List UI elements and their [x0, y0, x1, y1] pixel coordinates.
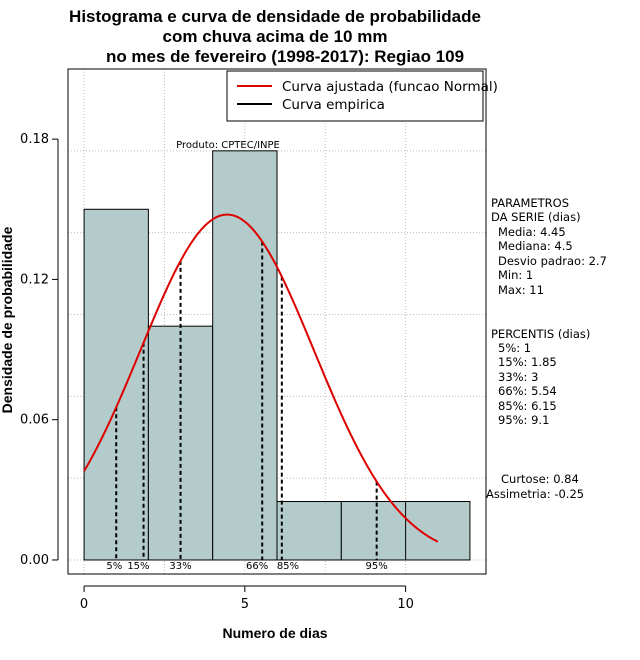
percentile-label-33: 33%	[169, 561, 191, 572]
y-tick-label-3: 0.18	[20, 132, 49, 147]
percentil-15: 15%: 1.85	[498, 355, 557, 369]
plot-border	[67, 68, 487, 575]
legend-item-fitted: Curva ajustada (funcao Normal)	[282, 79, 498, 95]
params-title-1: PARAMETROS	[491, 196, 569, 210]
chart-title-line-1: Histograma e curva de densidade de proba…	[69, 7, 481, 26]
percentile-label-95: 95%	[366, 561, 388, 572]
param-min: Min: 1	[498, 268, 533, 282]
y-tick-label-0: 0.00	[20, 553, 49, 568]
percentile-label-15: 15%	[127, 561, 149, 572]
side-panel: PARAMETROS DA SERIE (dias) Media: 4.45 M…	[486, 196, 607, 501]
percentile-lines	[115, 241, 378, 560]
percentil-33: 33%: 3	[498, 370, 538, 384]
curves	[83, 213, 439, 543]
legend: Curva ajustada (funcao Normal) Curva emp…	[226, 70, 498, 122]
y-tick-label-2: 0.12	[20, 272, 49, 287]
percentis-title: PERCENTIS (dias)	[491, 327, 590, 341]
percentile-label-66: 66%	[246, 561, 268, 572]
bar-4-6	[212, 150, 278, 561]
fitted-normal-curve	[83, 213, 439, 543]
assimetria-value: Assimetria: -0.25	[486, 487, 584, 501]
percentil-85: 85%: 6.15	[498, 399, 557, 413]
source-label: Produto: CPTEC/INPE	[176, 140, 280, 151]
param-desvio: Desvio padrao: 2.7	[498, 254, 607, 268]
param-media: Media: 4.45	[498, 225, 566, 239]
param-max: Max: 11	[498, 283, 544, 297]
param-mediana: Mediana: 4.5	[498, 239, 573, 253]
percentile-label-5: 5%	[106, 561, 122, 572]
x-axis-label: Numero de dias	[222, 625, 327, 641]
percentile-label-85: 85%	[277, 561, 299, 572]
curtose-value: Curtose: 0.84	[501, 472, 579, 486]
chart-title-line-3: no mes de fevereiro (1998-2017): Regiao …	[106, 47, 464, 66]
percentil-5: 5%: 1	[498, 341, 531, 355]
params-title-2: DA SERIE (dias)	[491, 210, 581, 224]
chart-title-line-2: com chuva acima de 10 mm	[163, 27, 388, 46]
y-axis: 0.00 0.06 0.12 0.18	[20, 132, 59, 568]
percentil-95: 95%: 9.1	[498, 413, 549, 427]
histogram-bars	[83, 150, 471, 561]
x-tick-label-5: 5	[241, 597, 249, 612]
legend-box	[226, 70, 484, 122]
y-axis-label: Densidade de probabilidade	[0, 226, 15, 413]
x-axis: 0 5 10	[80, 585, 414, 612]
x-tick-label-0: 0	[80, 597, 88, 612]
percentil-66: 66%: 5.54	[498, 384, 557, 398]
y-tick-label-1: 0.06	[20, 413, 49, 428]
percentile-labels: 5% 15% 33% 66% 85% 95%	[106, 561, 387, 572]
bar-6-8	[276, 501, 342, 561]
legend-item-empirical: Curva empirica	[282, 97, 385, 113]
x-tick-label-10: 10	[397, 597, 414, 612]
